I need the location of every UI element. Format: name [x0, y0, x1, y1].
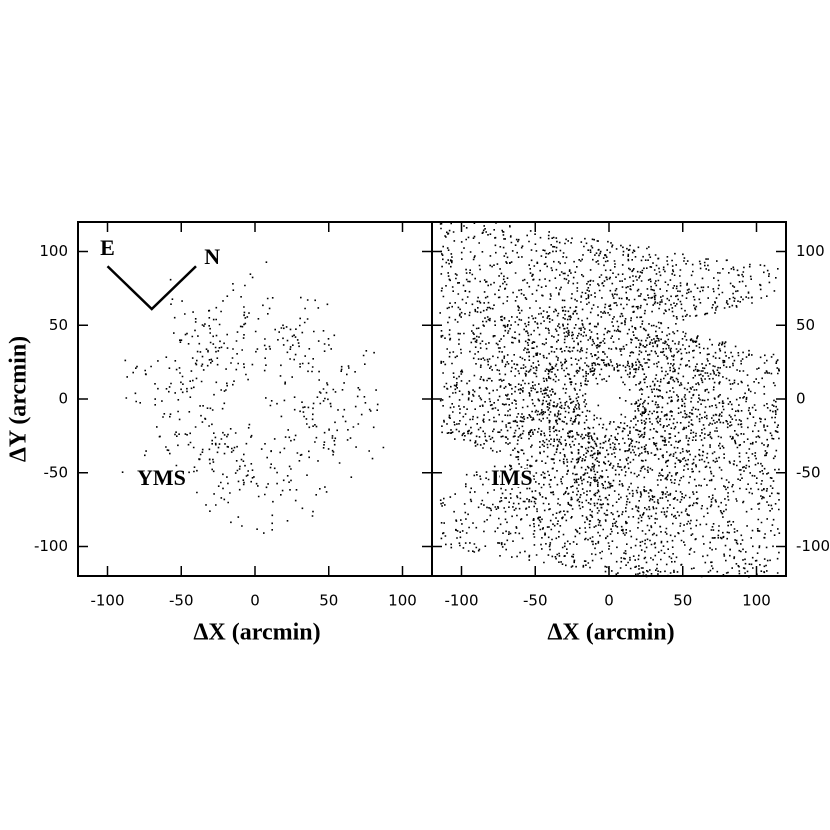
x-tick-label: 50 [673, 592, 692, 610]
x-tick-label: 50 [319, 592, 338, 610]
x-axis-title: ΔX (arcmin) [547, 620, 674, 646]
y-tick-label: -50 [796, 463, 821, 481]
x-tick-label: 0 [604, 592, 614, 610]
x-tick-label: -100 [444, 592, 478, 610]
x-tick-label: 100 [742, 592, 771, 610]
y-tick-label: -100 [796, 537, 830, 555]
x-tick-label: -100 [90, 592, 124, 610]
panel-label: YMS [137, 465, 186, 490]
y-tick-label: -100 [34, 537, 68, 555]
compass-arrows [106, 265, 197, 311]
y-tick-label: 0 [796, 390, 806, 408]
y-tick-label: -50 [44, 463, 69, 481]
y-tick-label: 100 [39, 242, 68, 260]
x-tick-label: -50 [169, 592, 194, 610]
x-tick-label: 100 [388, 592, 417, 610]
x-tick-label: -50 [523, 592, 548, 610]
y-tick-label: 50 [796, 316, 815, 334]
compass-label: E [100, 235, 115, 260]
x-axis-title: ΔX (arcmin) [193, 620, 320, 646]
y-tick-label: 100 [796, 242, 825, 260]
y-axis-title: ΔY (arcmin) [6, 336, 32, 462]
y-tick-label: 0 [58, 390, 68, 408]
compass-label: N [204, 244, 220, 269]
panel-label: IMS [491, 465, 533, 490]
y-tick-label: 50 [49, 316, 68, 334]
x-tick-label: 0 [250, 592, 260, 610]
